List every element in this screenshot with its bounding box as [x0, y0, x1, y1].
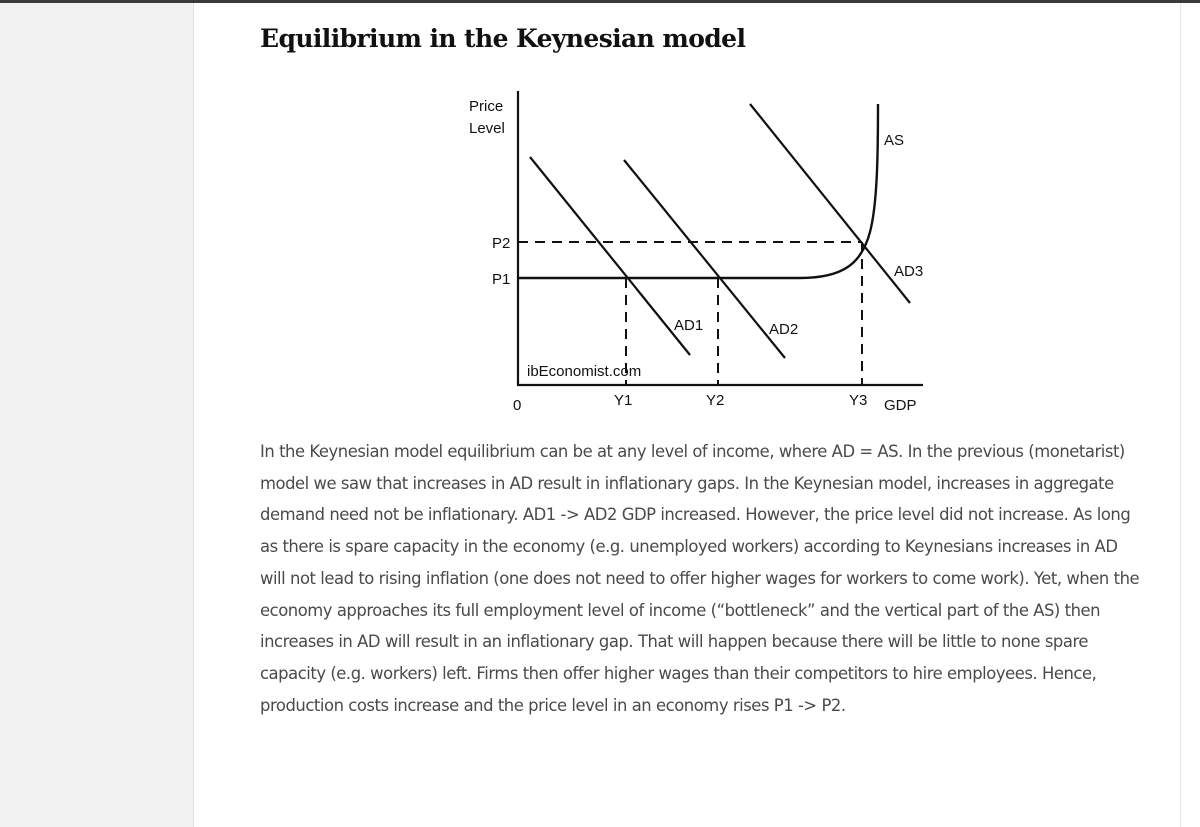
p2-tick-label: P2 — [492, 235, 510, 252]
article-title: Equilibrium in the Keynesian model — [260, 24, 746, 53]
ad2-curve-label: AD2 — [769, 321, 798, 338]
as-curve — [518, 103, 880, 280]
ad3-curve — [749, 103, 911, 304]
content-right-border — [1180, 3, 1181, 827]
keynesian-equilibrium-chart: Price Level P2 P1 0 Y1 Y2 Y3 GDP AS AD3 … — [469, 91, 923, 414]
ad1-curve — [529, 156, 691, 356]
x-axis-label: GDP — [884, 397, 917, 414]
y3-tick-label: Y3 — [849, 392, 867, 409]
p1-tick-label: P1 — [492, 271, 510, 288]
ad3-curve-label: AD3 — [894, 263, 923, 280]
top-bar — [0, 0, 1200, 3]
y-axis-label-level: Level — [469, 120, 505, 137]
ad1-curve-label: AD1 — [674, 317, 703, 334]
ad2-curve — [623, 159, 786, 359]
article-paragraph: In the Keynesian model equilibrium can b… — [260, 442, 1140, 715]
y1-tick-label: Y1 — [614, 392, 632, 409]
watermark: ibEconomist.com — [527, 363, 641, 380]
as-curve-label: AS — [884, 132, 904, 149]
y-axis-label-price: Price — [469, 98, 503, 115]
left-sidebar — [0, 3, 194, 827]
y2-tick-label: Y2 — [706, 392, 724, 409]
origin-label: 0 — [513, 397, 521, 414]
